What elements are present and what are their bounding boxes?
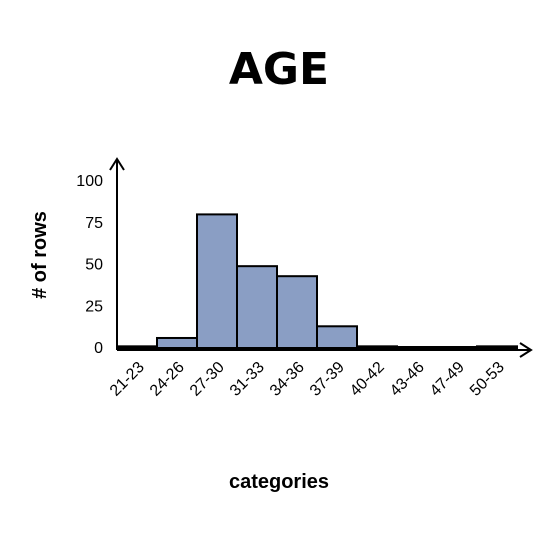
bar-27-30 — [196, 213, 238, 349]
bar-40-42 — [356, 345, 398, 349]
bar-24-26 — [156, 336, 198, 350]
x-tick-label: 43-46 — [387, 359, 428, 400]
bar-50-53 — [476, 345, 518, 349]
x-tick-label: 50-53 — [467, 359, 508, 400]
y-tick-label: 75 — [85, 215, 103, 232]
bar-21-23 — [116, 345, 158, 349]
y-tick-labels: 0 25 50 75 100 — [76, 173, 103, 357]
bar-34-36 — [276, 275, 318, 349]
x-tick-label: 24-26 — [147, 359, 188, 400]
y-tick-label: 0 — [94, 340, 103, 357]
x-tick-label: 40-42 — [347, 359, 388, 400]
x-tick-label: 31-33 — [227, 359, 268, 400]
y-axis-label: # of rows — [29, 211, 51, 299]
bar-43-46 — [396, 346, 438, 349]
x-axis-arrowhead — [519, 342, 533, 358]
chart-title: AGE — [229, 44, 329, 95]
y-tick-label: 100 — [76, 173, 103, 190]
x-tick-label: 21-23 — [107, 359, 148, 400]
x-tick-label: 37-39 — [307, 359, 348, 400]
bar-47-49 — [436, 346, 478, 349]
bar-37-39 — [316, 325, 358, 350]
x-tick-label: 34-36 — [267, 359, 308, 400]
y-tick-label: 50 — [85, 257, 103, 274]
bar-31-33 — [236, 265, 278, 350]
x-tick-label: 27-30 — [187, 359, 228, 400]
axes — [109, 157, 533, 358]
y-axis-arrowhead — [109, 157, 125, 171]
x-tick-label: 47-49 — [427, 359, 468, 400]
x-axis-label: categories — [229, 471, 329, 493]
bars-group — [116, 213, 518, 350]
x-tick-labels: 21-23 24-26 27-30 31-33 34-36 37-39 40-42 43-46… — [107, 359, 508, 400]
y-tick-label: 25 — [85, 298, 103, 315]
